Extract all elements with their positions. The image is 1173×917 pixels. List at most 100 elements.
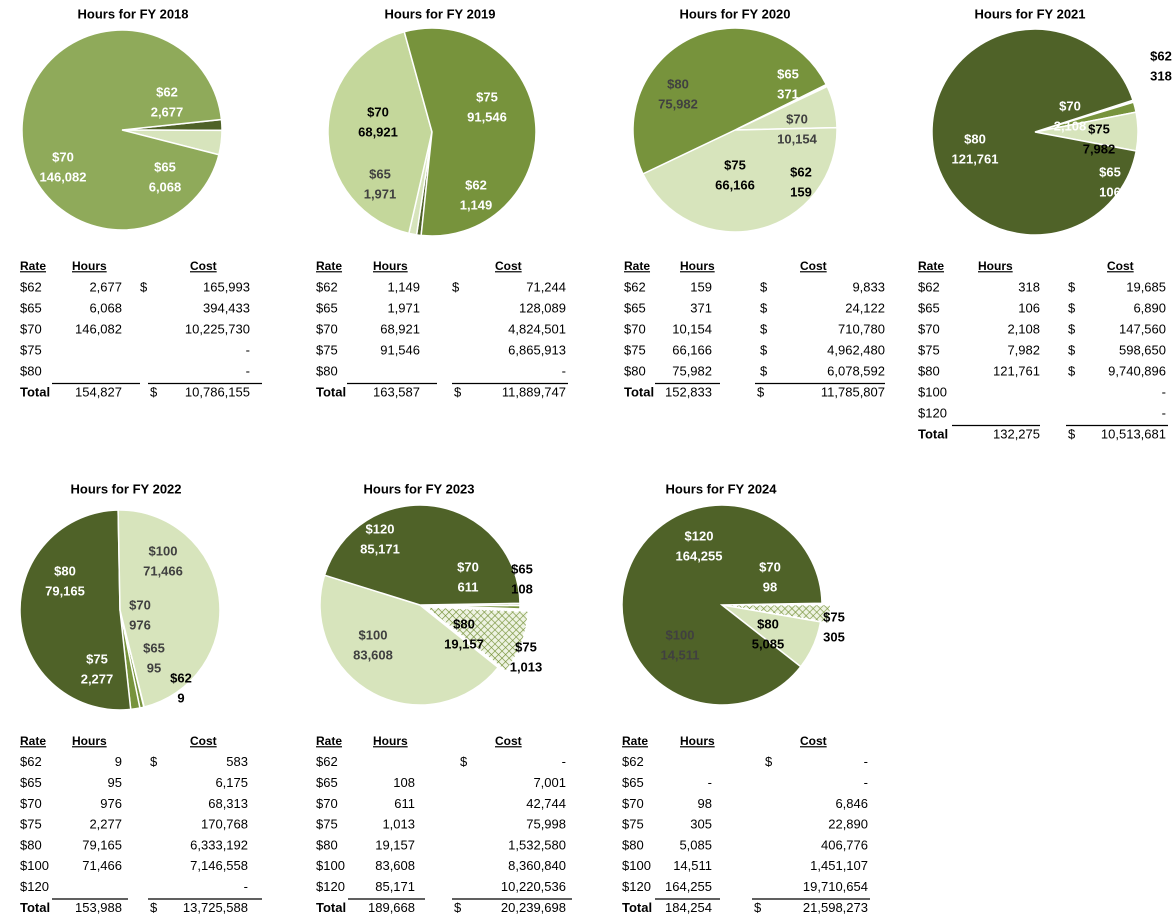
hours-cell: 371 — [690, 300, 712, 315]
slice-value-label: 91,546 — [467, 109, 507, 124]
cost-cell: 24,122 — [845, 300, 885, 315]
chart-title: Hours for FY 2020 — [679, 6, 790, 21]
total-label: Total — [624, 384, 654, 399]
pie-slice — [19, 509, 132, 711]
rate-cell: $75 — [316, 817, 338, 832]
rate-cell: $80 — [20, 837, 42, 852]
rate-cell: $80 — [624, 363, 646, 378]
cost-cell: 9,740,896 — [1108, 363, 1166, 378]
rate-cell: $75 — [20, 817, 42, 832]
currency-cell: $ — [1068, 363, 1076, 378]
cost-cell: 6,865,913 — [508, 342, 566, 357]
table-header: Rate — [316, 259, 342, 273]
slice-rate-label: $80 — [453, 616, 475, 631]
total-currency: $ — [150, 900, 158, 915]
cost-cell: 7,001 — [533, 775, 566, 790]
slice-rate-label: $100 — [666, 627, 695, 642]
rate-cell: $70 — [316, 321, 338, 336]
hours-cell: 146,082 — [75, 321, 122, 336]
cost-cell: - — [562, 363, 566, 378]
total-cost: 10,786,155 — [185, 384, 250, 399]
slice-rate-label: $70 — [1059, 98, 1081, 113]
chart-title: Hours for FY 2018 — [77, 6, 188, 21]
slice-rate-label: $75 — [1088, 121, 1110, 136]
rate-cell: $65 — [624, 300, 646, 315]
slice-rate-label: $65 — [143, 640, 165, 655]
hours-cell: 9 — [115, 754, 122, 769]
hours-cell: 10,154 — [672, 321, 712, 336]
rate-cell: $100 — [918, 384, 947, 399]
cost-cell: - — [1162, 384, 1166, 399]
rate-cell: $120 — [918, 405, 947, 420]
slice-rate-label: $120 — [685, 528, 714, 543]
currency-cell: $ — [1068, 300, 1076, 315]
hours-cell: - — [708, 775, 712, 790]
total-currency: $ — [757, 384, 765, 399]
cost-cell: 68,313 — [208, 796, 248, 811]
slice-rate-label: $75 — [724, 157, 746, 172]
hours-cell: 976 — [100, 796, 122, 811]
currency-cell: $ — [760, 363, 768, 378]
slice-rate-label: $70 — [129, 597, 151, 612]
total-label: Total — [918, 426, 948, 441]
table-header: Rate — [622, 734, 648, 748]
hours-cell: 68,921 — [380, 321, 420, 336]
slice-hatch — [427, 607, 528, 671]
total-label: Total — [316, 384, 346, 399]
slice-hatch — [729, 605, 830, 623]
currency-cell: $ — [452, 279, 460, 294]
chart-title: Hours for FY 2022 — [70, 481, 181, 496]
cost-cell: 22,890 — [828, 817, 868, 832]
pie-slice — [327, 30, 433, 235]
slice-value-label: 371 — [777, 86, 799, 101]
table-header: Cost — [190, 734, 217, 748]
pie-slice — [117, 509, 221, 708]
rate-cell: $65 — [316, 300, 338, 315]
table-header: Hours — [72, 734, 107, 748]
rate-cell: $100 — [20, 858, 49, 873]
slice-rate-label: $62 — [465, 177, 487, 192]
hours-cell: 2,277 — [89, 817, 122, 832]
slice-rate-label: $70 — [52, 149, 74, 164]
hours-cell: 106 — [1018, 300, 1040, 315]
slice-value-label: 19,157 — [444, 636, 484, 651]
slice-value-label: 2,677 — [151, 104, 184, 119]
rate-cell: $62 — [918, 279, 940, 294]
slice-value-label: 1,013 — [510, 659, 543, 674]
rate-cell: $75 — [918, 342, 940, 357]
total-currency: $ — [454, 384, 462, 399]
total-currency: $ — [754, 900, 762, 915]
slice-value-label: 75,982 — [658, 96, 698, 111]
slice-value-label: 108 — [511, 581, 533, 596]
chart-title: Hours for FY 2019 — [384, 6, 495, 21]
rate-cell: $62 — [316, 754, 338, 769]
cost-cell: - — [246, 342, 250, 357]
slice-value-label: 318 — [1150, 68, 1172, 83]
slice-value-label: 164,255 — [676, 548, 723, 563]
slice-rate-label: $70 — [457, 559, 479, 574]
slice-value-label: 79,165 — [45, 583, 85, 598]
table-header: Hours — [373, 734, 408, 748]
rate-cell: $100 — [316, 858, 345, 873]
slice-value-label: 71,466 — [143, 563, 183, 578]
total-hours: 152,833 — [665, 384, 712, 399]
cost-cell: 71,244 — [526, 279, 566, 294]
cost-cell: 19,685 — [1126, 279, 1166, 294]
hours-cell: 305 — [690, 817, 712, 832]
cost-cell: - — [244, 879, 248, 894]
hours-cell: 2,108 — [1007, 321, 1040, 336]
slice-value-label: 121,761 — [952, 151, 999, 166]
rate-cell: $120 — [622, 879, 651, 894]
hours-cell: 91,546 — [380, 342, 420, 357]
cost-cell: 583 — [226, 754, 248, 769]
pie-slice — [641, 126, 838, 233]
slice-value-label: 6,068 — [149, 179, 182, 194]
slice-rate-label: $65 — [1099, 164, 1121, 179]
pie-slice — [621, 504, 823, 706]
cost-cell: - — [1162, 405, 1166, 420]
slice-value-label: 14,511 — [660, 647, 699, 662]
rate-cell: $80 — [622, 837, 644, 852]
slice-rate-label: $80 — [757, 616, 779, 631]
total-currency: $ — [1068, 426, 1076, 441]
currency-cell: $ — [140, 279, 148, 294]
